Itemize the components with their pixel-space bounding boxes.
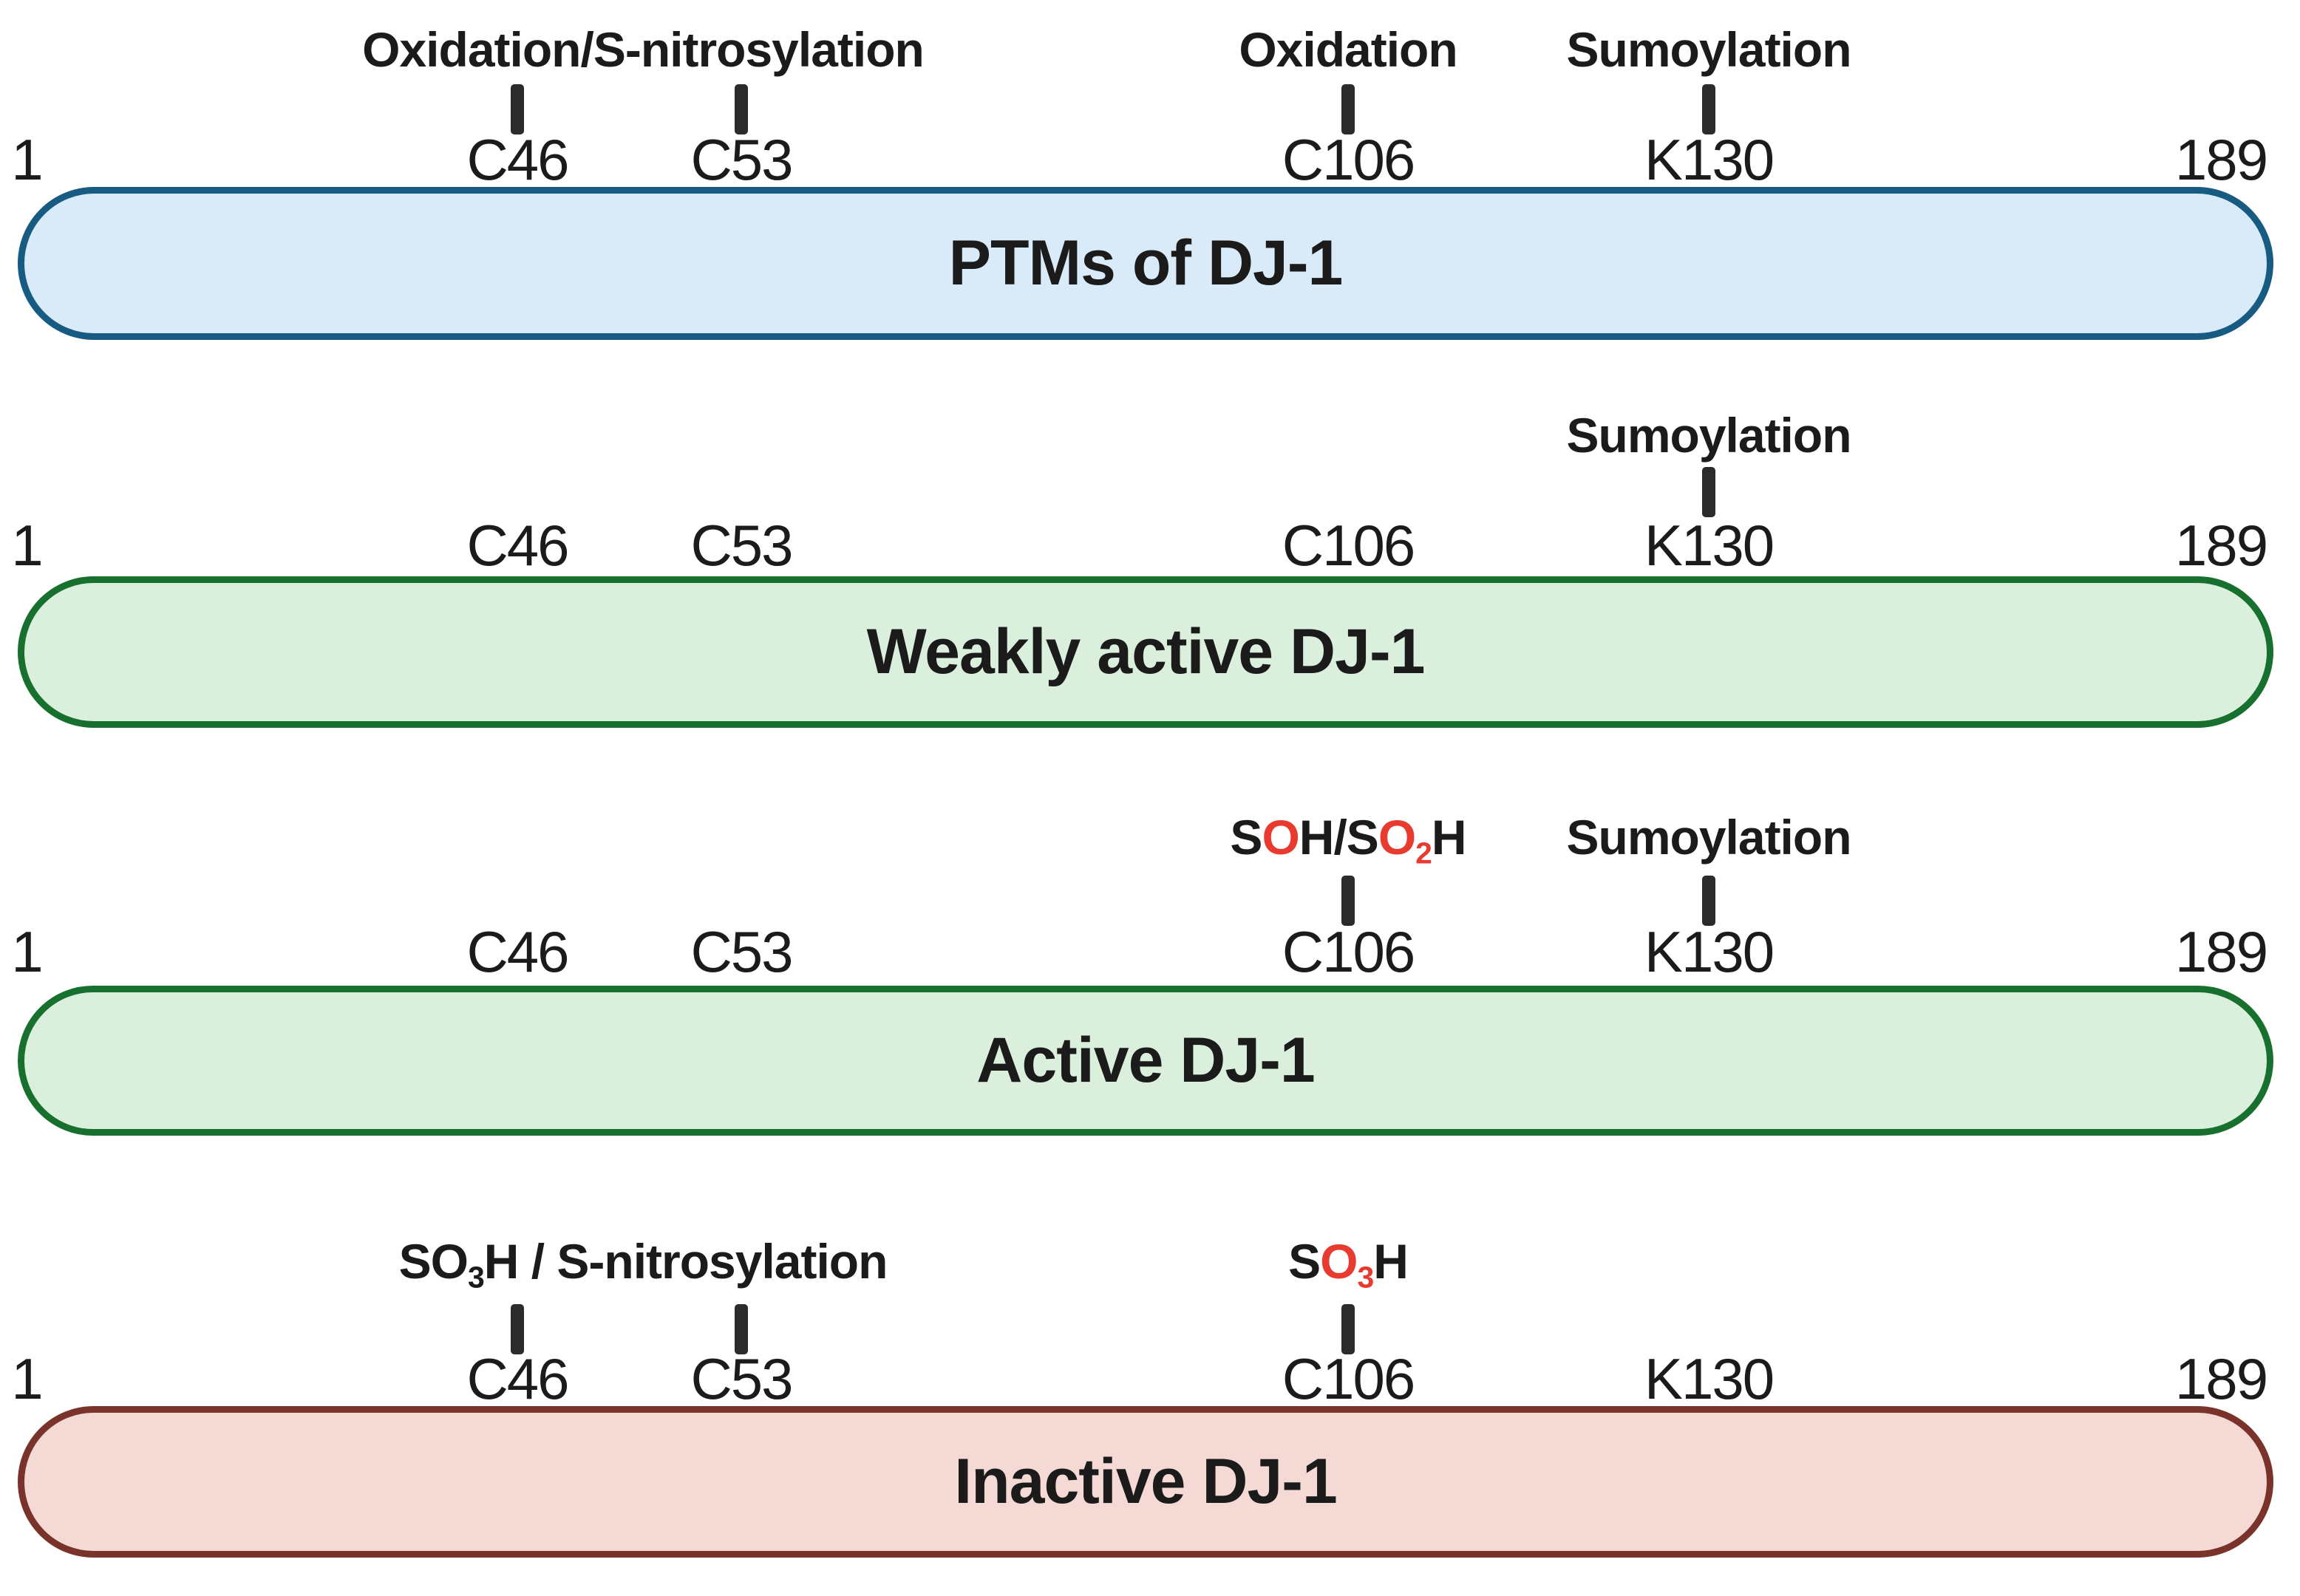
protein-pill-3: Active DJ-1 [18, 986, 2273, 1136]
modification-label-segment: O [1378, 810, 1416, 864]
modification-label-segment: 3 [467, 1260, 485, 1295]
modification-label-segment: H [1431, 810, 1467, 864]
residue-label-c106: C106 [1282, 127, 1415, 192]
modification-label-segment: SO [398, 1234, 469, 1289]
modification-label-segment: H [1373, 1234, 1409, 1289]
scale-start-label: 1 [11, 1346, 43, 1411]
residue-label-c53: C53 [690, 127, 793, 192]
protein-pill-4: Inactive DJ-1 [18, 1406, 2273, 1558]
residue-tick-c106 [1341, 876, 1355, 926]
modification-label-segment: Sumoylation [1566, 810, 1851, 864]
residue-tick-c53 [735, 1304, 748, 1354]
modification-label: Sumoylation [1566, 24, 1851, 75]
modification-label-segment: 2 [1415, 836, 1432, 870]
scale-end-label: 189 [2174, 127, 2268, 192]
scale-end-label: 189 [2174, 513, 2268, 578]
modification-label-segment: H/S [1299, 810, 1379, 864]
residue-label-c53: C53 [690, 1346, 793, 1411]
scale-end-label: 189 [2174, 919, 2268, 984]
modification-label: Sumoylation [1566, 811, 1851, 863]
modification-label-segment: H / S-nitrosylation [483, 1234, 888, 1289]
modification-label: Sumoylation [1566, 409, 1851, 461]
residue-label-c106: C106 [1282, 513, 1415, 578]
modification-label: SO3H / S-nitrosylation [398, 1234, 888, 1292]
modification-label: SOH/SO2H [1230, 810, 1467, 868]
residue-tick-c46 [511, 1304, 524, 1354]
scale-start-label: 1 [11, 513, 43, 578]
residue-tick-c46 [511, 84, 524, 134]
residue-tick-k130 [1702, 84, 1715, 134]
modification-label: Oxidation [1239, 24, 1457, 75]
residue-tick-k130 [1702, 467, 1715, 517]
modification-label: SO3H [1288, 1234, 1409, 1292]
scale-start-label: 1 [11, 127, 43, 192]
modification-label-segment: Oxidation [1239, 22, 1457, 77]
scale-end-label: 189 [2174, 1346, 2268, 1411]
residue-label-c106: C106 [1282, 919, 1415, 984]
residue-label-c53: C53 [690, 513, 793, 578]
residue-tick-c53 [735, 84, 748, 134]
modification-label-segment: Sumoylation [1566, 408, 1851, 463]
modification-label-segment: O [1262, 810, 1299, 864]
protein-pill-title: Weakly active DJ-1 [866, 616, 1426, 687]
residue-label-k130: K130 [1644, 1346, 1775, 1411]
residue-label-k130: K130 [1644, 919, 1775, 984]
scale-start-label: 1 [11, 919, 43, 984]
residue-label-c46: C46 [466, 1346, 569, 1411]
modification-label-segment: S [1230, 810, 1262, 864]
modification-label-segment: O [1320, 1234, 1358, 1289]
residue-tick-c106 [1341, 1304, 1355, 1354]
residue-label-c106: C106 [1282, 1346, 1415, 1411]
modification-label-segment: 3 [1357, 1260, 1374, 1295]
residue-label-c53: C53 [690, 919, 793, 984]
protein-pill-1: PTMs of DJ-1 [18, 187, 2273, 340]
protein-pill-title: Inactive DJ-1 [954, 1446, 1338, 1517]
protein-pill-title: PTMs of DJ-1 [948, 228, 1344, 299]
residue-tick-c106 [1341, 84, 1355, 134]
residue-label-k130: K130 [1644, 513, 1775, 578]
protein-pill-title: Active DJ-1 [976, 1025, 1315, 1096]
modification-label: Oxidation/S-nitrosylation [362, 22, 925, 77]
protein-pill-2: Weakly active DJ-1 [18, 576, 2273, 728]
residue-label-c46: C46 [466, 127, 569, 192]
modification-label-segment: Sumoylation [1566, 22, 1851, 77]
residue-label-k130: K130 [1644, 127, 1775, 192]
residue-tick-k130 [1702, 876, 1715, 926]
residue-label-c46: C46 [466, 513, 569, 578]
residue-label-c46: C46 [466, 919, 569, 984]
modification-label-segment: S [1288, 1234, 1321, 1289]
modification-label-segment: Oxidation/S-nitrosylation [362, 22, 925, 77]
